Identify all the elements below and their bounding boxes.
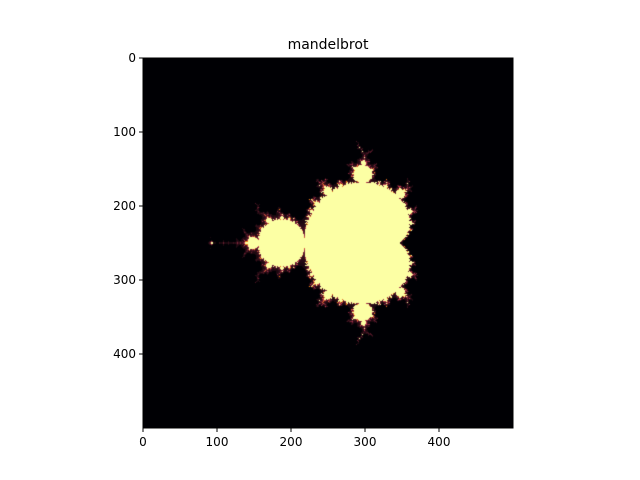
- x-tick-label: 300: [354, 435, 377, 449]
- x-tick-label: 200: [280, 435, 303, 449]
- x-axis: 0 100 200 300 400: [139, 428, 450, 449]
- y-tick-label: 0: [128, 51, 136, 65]
- plot-frame: [142, 57, 514, 429]
- y-tick-label: 100: [113, 125, 136, 139]
- x-tick-label: 0: [139, 435, 147, 449]
- heatmap-canvas-container: [143, 58, 513, 428]
- y-tick-label: 400: [113, 347, 136, 361]
- y-tick-label: 300: [113, 273, 136, 287]
- x-tick-label: 400: [428, 435, 451, 449]
- y-axis: 0 100 200 300 400: [113, 51, 143, 361]
- chart-title: mandelbrot: [288, 37, 369, 53]
- x-tick-label: 100: [206, 435, 229, 449]
- y-tick-label: 200: [113, 199, 136, 213]
- mandelbrot-heatmap: [143, 58, 513, 428]
